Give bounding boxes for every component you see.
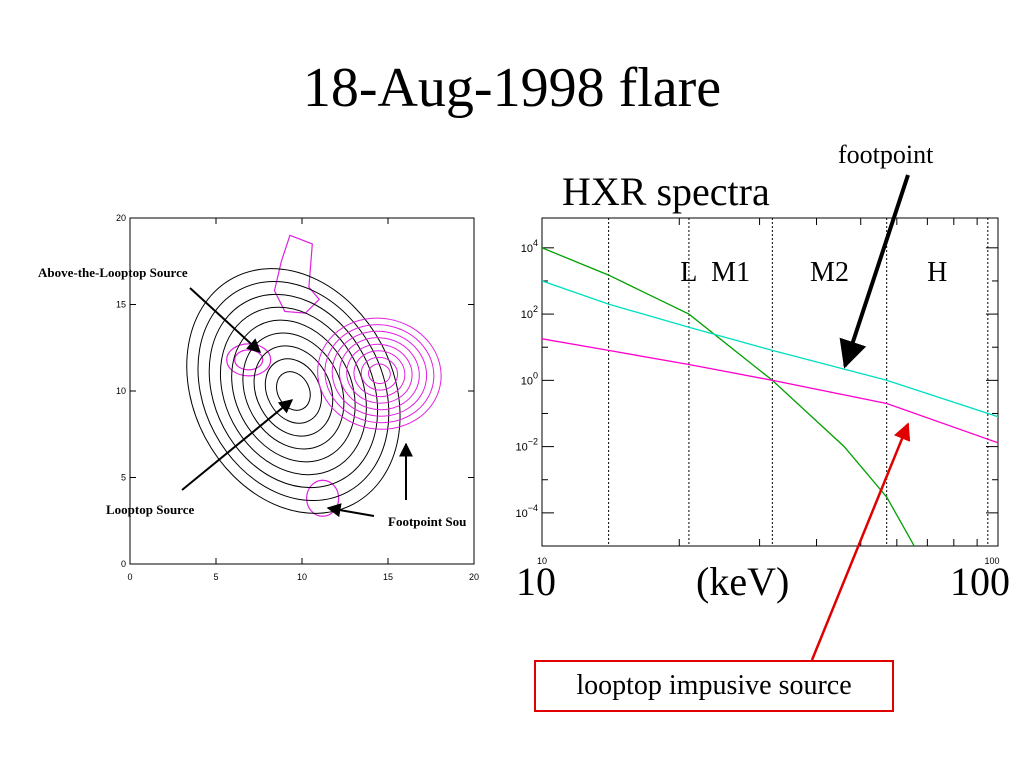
- cyan-spectrum-curve: [542, 280, 998, 418]
- x-label-10: 10: [516, 559, 556, 604]
- looptop-contour-level: [253, 345, 334, 437]
- looptop-source-arrow: [181, 399, 294, 491]
- spectra-y-tick-label: 102: [521, 304, 538, 321]
- footpoint-contour-level: [360, 356, 399, 391]
- footpoint-contour-level: [346, 343, 413, 404]
- magenta-spectrum-curve: [542, 338, 998, 444]
- footpoint-left-arrow: [326, 503, 375, 518]
- contour-y-tick-label: 20: [116, 213, 126, 223]
- spectra-y-tick-label: 100: [521, 370, 538, 387]
- spectra-y-tick-label: 10−4: [515, 503, 538, 520]
- slide-title: 18-Aug-1998 flare: [302, 57, 722, 119]
- spectra-y-tick-label: 104: [521, 238, 538, 255]
- magenta-contour-plume: [273, 234, 321, 314]
- footpoint-contour-level: [353, 350, 406, 398]
- footpoint-contour-level: [368, 363, 391, 385]
- looptop-contour-level: [276, 371, 311, 411]
- contour-y-tick-label: 5: [121, 473, 126, 483]
- x-label-100: 100: [950, 559, 1010, 604]
- footpoint-arrow: [839, 174, 910, 369]
- looptop-callout-box: looptop impusive source: [534, 660, 894, 712]
- footpoint-contour-level: [324, 324, 435, 424]
- looptop-contour-level: [231, 319, 356, 463]
- looptop-contour-level: [264, 358, 322, 424]
- contour-y-tick-label: 10: [116, 386, 126, 396]
- hxr-spectra-title: HXR spectra: [562, 169, 770, 214]
- looptop-contour-level: [219, 306, 367, 476]
- contour-x-tick-label: 0: [127, 572, 132, 582]
- footpoint-contour-level: [338, 337, 420, 411]
- contour-x-tick-label: 10: [297, 572, 307, 582]
- footpoint-contour-level: [317, 317, 442, 430]
- spectra-frame: [541, 217, 999, 547]
- contour-x-tick-label: 20: [469, 572, 479, 582]
- footpoint-source-label: Footpoint Sou: [388, 514, 466, 529]
- contour-y-tick-label: 15: [116, 300, 126, 310]
- band-label: H: [927, 257, 947, 288]
- footpoint-contour-level: [331, 330, 428, 417]
- contour-x-tick-label: 5: [213, 572, 218, 582]
- looptop-callout-arrow: [810, 422, 911, 661]
- band-label: M2: [810, 257, 849, 288]
- band-label: L: [680, 257, 697, 288]
- looptop-source-label: Looptop Source: [106, 502, 194, 517]
- x-label-kev: (keV): [696, 559, 790, 604]
- looptop-contour-level: [197, 281, 390, 501]
- looptop-contour-level: [242, 332, 345, 450]
- spectra-x-tick-label: 100: [984, 556, 999, 566]
- band-label: M1: [711, 257, 750, 288]
- magenta-contour-bottom: [306, 479, 340, 517]
- looptop-contour-level: [208, 293, 379, 489]
- contour-x-tick-label: 15: [383, 572, 393, 582]
- footpoint-annotation: footpoint: [838, 140, 934, 169]
- above-looptop-arrow: [189, 287, 262, 353]
- contour-y-tick-label: 0: [121, 559, 126, 569]
- spectra-y-tick-label: 10−2: [515, 437, 538, 454]
- green-spectrum-curve: [542, 247, 915, 546]
- spectra-x-tick-label: 10: [537, 556, 547, 566]
- above-looptop-label: Above-the-Looptop Source: [38, 265, 188, 280]
